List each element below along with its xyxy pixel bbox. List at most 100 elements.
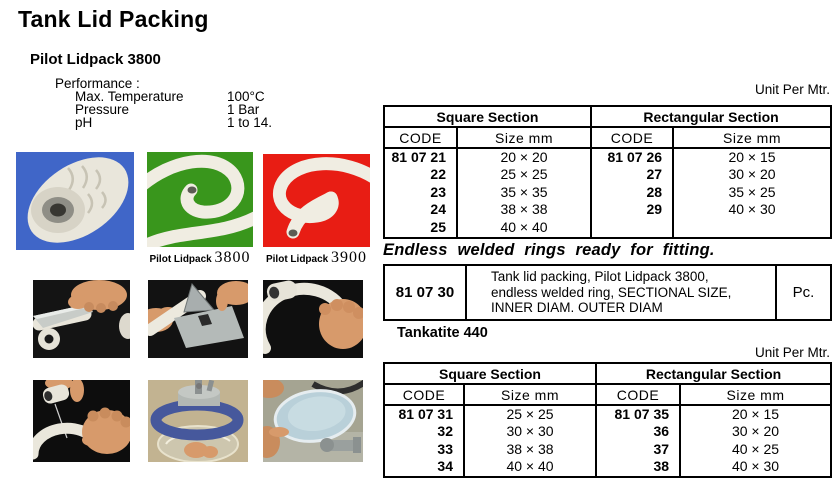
- unit-note-tankatite: Unit Per Mtr.: [754, 345, 830, 360]
- column-header-row: CODE Size mm CODE Size mm: [383, 126, 833, 149]
- data-row: 81 07 21 22 23 24 25 20 × 20 25 × 25 35 …: [383, 147, 833, 239]
- code-value: 25: [430, 218, 446, 235]
- section-header-row: Square Section Rectangular Section: [382, 362, 833, 385]
- packing-spool-image: [16, 152, 134, 250]
- code-value: 29: [646, 201, 663, 218]
- code-value: 81 07 31: [398, 406, 454, 422]
- size-value: 40 × 25: [731, 440, 780, 457]
- photo-lidpack-3800: [147, 152, 253, 247]
- tankatite-size-table: Square Section Rectangular Section CODE …: [382, 362, 833, 478]
- size-value: 38 × 38: [500, 201, 548, 218]
- code-value: 24: [430, 201, 446, 218]
- unit-note-lidpack: Unit Per Mtr.: [754, 82, 830, 97]
- code-value: 38: [653, 458, 670, 475]
- page-title: Tank Lid Packing: [18, 6, 209, 32]
- spec-name: Max. Temperature: [75, 89, 184, 104]
- code-value: 36: [653, 423, 670, 440]
- square-codes-cell: 81 07 31 32 33 34: [383, 404, 465, 478]
- cutting-knife-image: [33, 280, 130, 358]
- size-value: 25 × 25: [506, 406, 554, 422]
- size-value: 40 × 30: [731, 458, 780, 475]
- ring-description-cell: Tank lid packing, Pilot Lidpack 3800, en…: [465, 264, 777, 321]
- photo-lidpack-3900: [263, 154, 370, 247]
- spec-row-temperature: Max. Temperature 100°C: [75, 89, 272, 104]
- section-header-square: Square Section: [382, 362, 598, 385]
- photo-wrapping-joint: [33, 380, 130, 462]
- col-header-code: CODE: [383, 126, 458, 149]
- photo-lid-gasket: [263, 380, 363, 462]
- lid-gasket-image: [263, 380, 363, 462]
- endless-rings-note: Endless welded rings ready for fitting.: [383, 241, 715, 259]
- caption-number: 3800: [214, 249, 251, 266]
- size-value: 20 × 20: [500, 149, 548, 165]
- code-value: 27: [646, 166, 663, 183]
- performance-label: Performance :: [55, 76, 140, 91]
- spec-row-pressure: Pressure 1 Bar: [75, 102, 272, 117]
- tankatite-title: Tankatite 440: [397, 325, 488, 341]
- size-value: 30 × 30: [506, 423, 554, 440]
- size-value: 40 × 40: [500, 218, 548, 235]
- code-value: 37: [653, 440, 670, 457]
- caption-lidpack-3900: Pilot Lidpack 3900: [263, 249, 370, 267]
- welded-ring-table: 81 07 30 Tank lid packing, Pilot Lidpack…: [383, 264, 832, 321]
- section-header-row: Square Section Rectangular Section: [382, 105, 833, 128]
- size-value: 38 × 38: [506, 440, 554, 457]
- code-value: 81 07 35: [614, 406, 670, 422]
- ring-description: Tank lid packing, Pilot Lidpack 3800, en…: [491, 269, 732, 315]
- caption-prefix: Pilot Lidpack: [265, 254, 329, 265]
- size-value: 35 × 25: [728, 183, 776, 200]
- cutting-tool-image: [148, 280, 248, 358]
- caption-number: 3900: [331, 249, 367, 266]
- lidpack-3900-image: [263, 154, 370, 247]
- caption-lidpack-3800: Pilot Lidpack 3800: [147, 249, 253, 267]
- col-header-code: CODE: [595, 383, 682, 406]
- size-value: 20 × 15: [728, 149, 776, 165]
- product-subtitle: Pilot Lidpack 3800: [30, 51, 161, 68]
- code-value: 22: [430, 166, 446, 183]
- photo-cutting-knife: [33, 280, 130, 358]
- fitting-lid-image: [148, 380, 248, 462]
- col-header-size: Size mm: [462, 383, 598, 406]
- ring-row: 81 07 30 Tank lid packing, Pilot Lidpack…: [383, 264, 832, 321]
- lidpack-3800-image: [147, 152, 253, 247]
- code-value: 34: [437, 458, 453, 475]
- photo-cutting-tool: [148, 280, 248, 358]
- square-sizes-cell: 20 × 20 25 × 25 35 × 35 38 × 38 40 × 40: [455, 147, 593, 239]
- square-sizes-cell: 25 × 25 30 × 30 38 × 38 40 × 40: [462, 404, 598, 478]
- lidpack-size-table: Square Section Rectangular Section CODE …: [382, 105, 833, 239]
- size-value: 30 × 20: [728, 166, 776, 183]
- wrapping-joint-image: [33, 380, 130, 462]
- code-value: 81 07 21: [391, 149, 447, 165]
- size-value: 25 × 25: [500, 166, 548, 183]
- data-row: 81 07 31 32 33 34 25 × 25 30 × 30 38 × 3…: [383, 404, 833, 478]
- section-header-rectangular: Rectangular Section: [590, 105, 833, 128]
- code-value: 28: [646, 183, 663, 200]
- size-value: 30 × 20: [731, 423, 780, 440]
- rectangular-sizes-cell: 20 × 15 30 × 20 40 × 25 40 × 30: [679, 404, 833, 478]
- photo-joining-ring: [263, 280, 363, 358]
- spec-value: 100°C: [227, 89, 265, 104]
- rectangular-codes-cell: 81 07 35 36 37 38: [595, 404, 682, 478]
- size-value: 40 × 40: [506, 458, 554, 475]
- spec-value: 1 Bar: [227, 102, 260, 117]
- spec-name: pH: [75, 115, 93, 130]
- caption-prefix: Pilot Lidpack: [149, 254, 212, 265]
- col-header-size: Size mm: [679, 383, 833, 406]
- section-header-square: Square Section: [382, 105, 593, 128]
- col-header-code: CODE: [383, 383, 465, 406]
- size-value: 40 × 30: [728, 201, 776, 218]
- code-value: 33: [437, 440, 453, 457]
- code-value: 81 07 26: [607, 149, 663, 165]
- spec-name: Pressure: [75, 102, 130, 117]
- performance-specs: Performance : Max. Temperature 100°C Pres…: [55, 76, 273, 130]
- spec-value: 1 to 14.: [227, 115, 273, 130]
- joining-ring-image: [263, 280, 363, 358]
- rectangular-sizes-cell: 20 × 15 30 × 20 35 × 25 40 × 30: [672, 147, 833, 239]
- photo-fitting-lid: [148, 380, 248, 462]
- size-value: 20 × 15: [731, 406, 780, 422]
- size-value: 35 × 35: [500, 183, 548, 200]
- photo-packing-spool: [16, 152, 134, 250]
- col-header-size: Size mm: [672, 126, 833, 149]
- col-header-code: CODE: [590, 126, 675, 149]
